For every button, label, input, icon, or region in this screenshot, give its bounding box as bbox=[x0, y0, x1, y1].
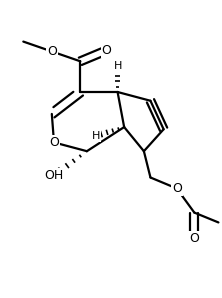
Text: H: H bbox=[113, 61, 122, 71]
Text: O: O bbox=[102, 44, 111, 57]
Text: O: O bbox=[49, 136, 59, 149]
Text: O: O bbox=[189, 232, 199, 245]
Text: O: O bbox=[47, 45, 57, 58]
Text: O: O bbox=[172, 182, 182, 195]
Text: H: H bbox=[91, 131, 100, 141]
Text: OH: OH bbox=[44, 169, 64, 182]
